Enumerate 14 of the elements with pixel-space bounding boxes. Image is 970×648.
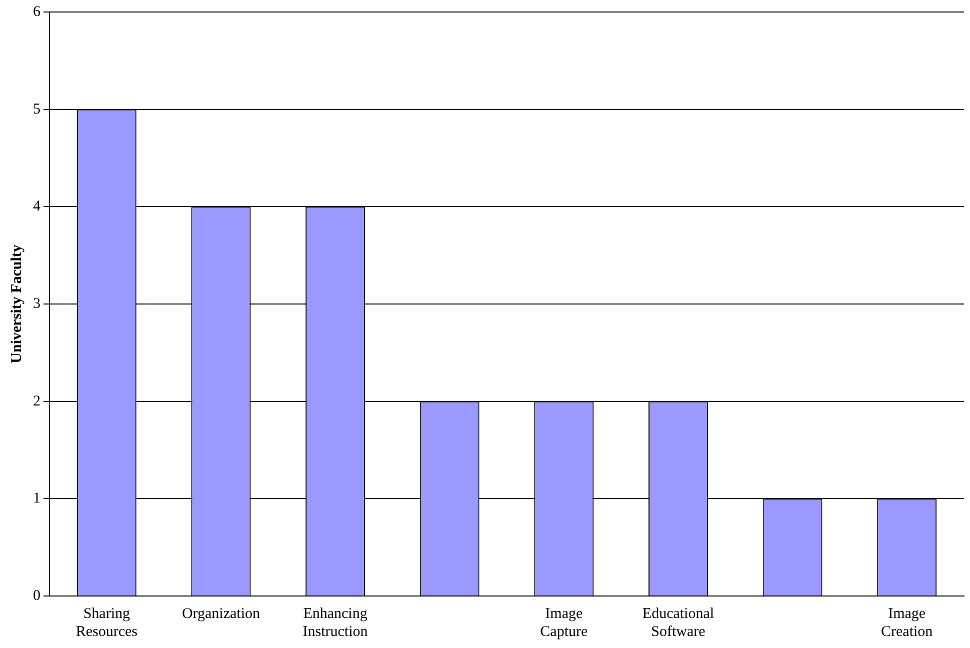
y-tick-label: 6 <box>33 4 41 20</box>
x-tick-label: Sharing Resources <box>76 606 138 640</box>
x-tick-label: Enhancing Instruction <box>302 606 368 640</box>
y-tick-label: 1 <box>33 490 40 507</box>
x-tick-label: Organization <box>182 606 260 622</box>
x-tick-label: Image Creation <box>881 606 934 640</box>
y-tick-label: 2 <box>33 393 40 410</box>
x-tick-label: Image Capture <box>540 606 588 640</box>
y-axis-title: University Faculty <box>8 244 25 364</box>
y-tick-label: 3 <box>33 296 40 312</box>
y-tick-label: 5 <box>33 101 40 118</box>
y-tick-label: 0 <box>33 588 40 604</box>
y-tick-label: 4 <box>33 198 41 215</box>
x-tick-label: Educational Software <box>642 606 714 640</box>
